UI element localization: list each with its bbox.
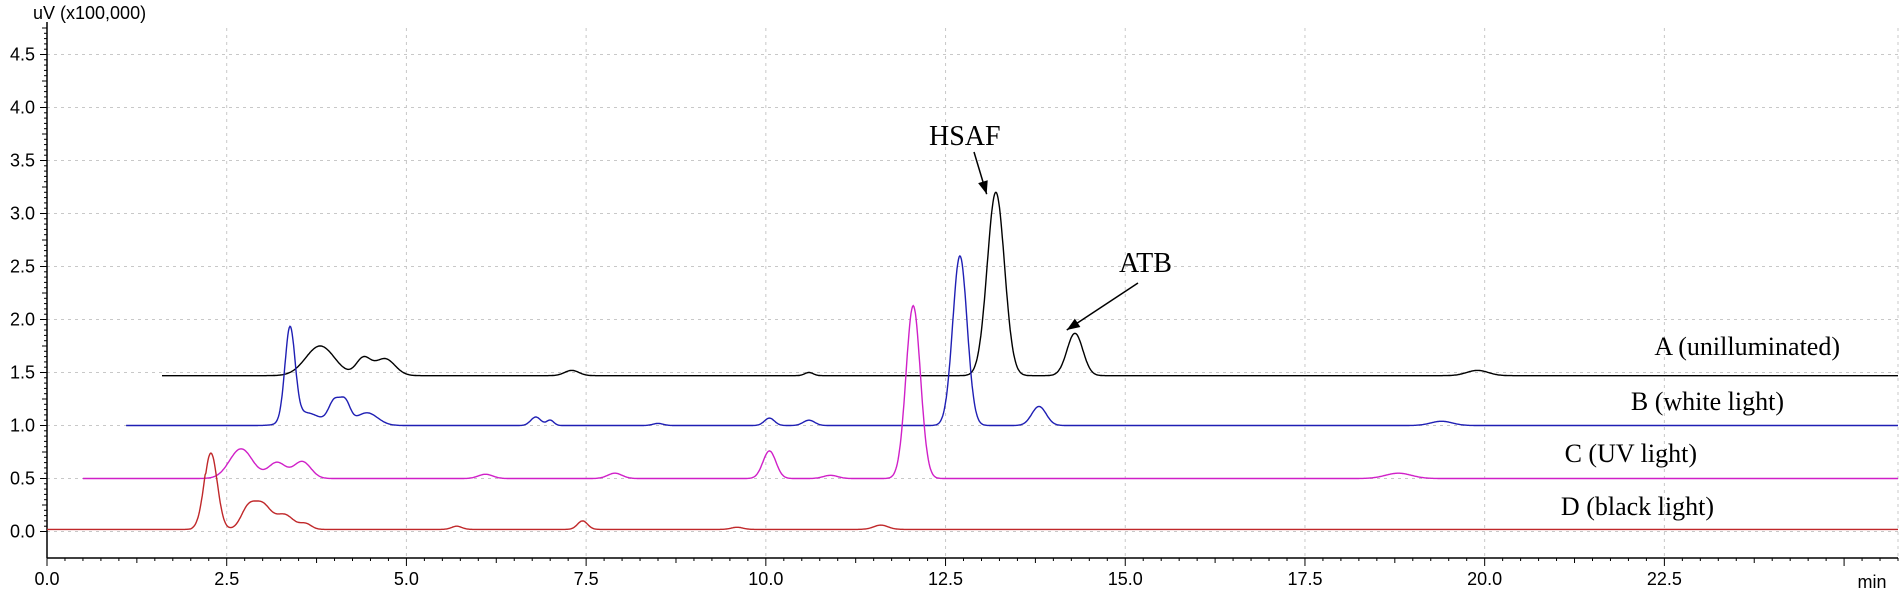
x-tick-label: 15.0 bbox=[1108, 569, 1143, 589]
x-axis-unit-label: min bbox=[1857, 572, 1886, 592]
x-tick-label: 12.5 bbox=[928, 569, 963, 589]
axis-layer: 0.0 0.5 1.0 1.5 2.0 2.5 3.0 3.5 4.0 4.5 0.0 2.5 5.0 7… bbox=[10, 22, 1899, 589]
y-tick-label: 2.5 bbox=[10, 257, 35, 277]
y-tick-label: 1.0 bbox=[10, 416, 35, 436]
series-line-c bbox=[82, 304, 1898, 480]
annotation-hsaf-arrow-head bbox=[978, 180, 988, 195]
y-tick-label: 0.5 bbox=[10, 469, 35, 489]
y-tick-label: 2.0 bbox=[10, 310, 35, 330]
x-tick-label: 22.5 bbox=[1647, 569, 1682, 589]
x-tick-label: 10.0 bbox=[748, 569, 783, 589]
grid-layer bbox=[47, 28, 1899, 558]
annotation-atb-arrow-shaft bbox=[1066, 282, 1139, 331]
y-tick-label: 0.0 bbox=[10, 522, 35, 542]
series-line-a bbox=[162, 191, 1898, 377]
label-layer: uV (x100,000) min A (unilluminated) B (w… bbox=[33, 3, 1887, 592]
x-tick-label: 17.5 bbox=[1287, 569, 1322, 589]
x-tick-label: 0.0 bbox=[34, 569, 59, 589]
series-label-d: D (black light) bbox=[1561, 492, 1714, 521]
y-tick-label: 4.0 bbox=[10, 98, 35, 118]
y-tick-label: 3.0 bbox=[10, 204, 35, 224]
series-line-d bbox=[47, 452, 1898, 531]
series-line-b bbox=[126, 254, 1898, 427]
annotation-atb-arrow-head bbox=[1066, 318, 1081, 330]
annotation-hsaf-label: HSAF bbox=[929, 121, 1001, 152]
x-tick-label: 5.0 bbox=[394, 569, 419, 589]
series-label-b: B (white light) bbox=[1631, 387, 1784, 416]
y-tick-label: 1.5 bbox=[10, 363, 35, 383]
x-tick-label: 2.5 bbox=[214, 569, 239, 589]
y-tick-label: 4.5 bbox=[10, 45, 35, 65]
annotation-atb-label: ATB bbox=[1119, 248, 1172, 279]
y-tick-label: 3.5 bbox=[10, 151, 35, 171]
series-label-c: C (UV light) bbox=[1565, 439, 1697, 468]
series-label-a: A (unilluminated) bbox=[1654, 332, 1840, 361]
y-axis-unit-label: uV (x100,000) bbox=[33, 3, 146, 23]
series-layer bbox=[47, 191, 1898, 531]
x-tick-label: 20.0 bbox=[1467, 569, 1502, 589]
x-tick-label: 7.5 bbox=[574, 569, 599, 589]
